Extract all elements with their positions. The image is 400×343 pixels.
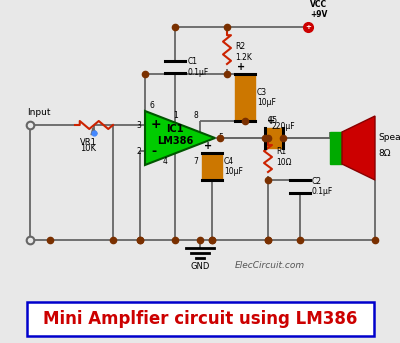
Text: +: + xyxy=(305,24,311,30)
Text: Mini Amplfier circuit using LM386: Mini Amplfier circuit using LM386 xyxy=(43,310,358,328)
Text: +: + xyxy=(204,141,212,151)
Polygon shape xyxy=(342,116,375,180)
Text: C5: C5 xyxy=(268,116,278,125)
Bar xyxy=(265,128,283,148)
Text: 7: 7 xyxy=(193,156,198,166)
Text: GND: GND xyxy=(190,262,210,271)
Bar xyxy=(202,153,222,180)
Text: +: + xyxy=(237,62,245,72)
Text: Input: Input xyxy=(27,108,50,117)
Text: VCC
+9V: VCC +9V xyxy=(310,0,327,19)
Text: 8Ω: 8Ω xyxy=(378,149,390,157)
Text: R2
1.2K: R2 1.2K xyxy=(235,42,252,62)
Polygon shape xyxy=(145,111,215,165)
Text: 8: 8 xyxy=(193,110,198,119)
FancyBboxPatch shape xyxy=(27,302,374,336)
Text: 2: 2 xyxy=(136,146,141,155)
Text: C2
0.1μF: C2 0.1μF xyxy=(312,177,333,196)
Text: -: - xyxy=(151,144,156,157)
Text: 3: 3 xyxy=(136,120,141,130)
Text: ElecCircuit.com: ElecCircuit.com xyxy=(235,261,305,271)
Text: +: + xyxy=(267,116,275,126)
Text: +: + xyxy=(151,118,162,131)
Text: C1
0.1μF: C1 0.1μF xyxy=(188,57,209,77)
Text: 1: 1 xyxy=(173,110,178,119)
Text: IC1
LM386: IC1 LM386 xyxy=(157,124,193,146)
Bar xyxy=(330,132,342,164)
Text: Speaker: Speaker xyxy=(378,133,400,142)
Text: C3
10μF: C3 10μF xyxy=(257,88,276,107)
Text: 4: 4 xyxy=(163,156,168,166)
Text: VR1: VR1 xyxy=(80,138,97,147)
Text: C4
10μF: C4 10μF xyxy=(224,157,243,176)
Text: 10K: 10K xyxy=(80,144,96,153)
Text: R1
10Ω: R1 10Ω xyxy=(276,147,292,167)
Text: 5: 5 xyxy=(218,133,223,142)
Bar xyxy=(235,74,255,121)
Text: 6: 6 xyxy=(149,101,154,110)
Text: 220μF: 220μF xyxy=(272,122,296,131)
